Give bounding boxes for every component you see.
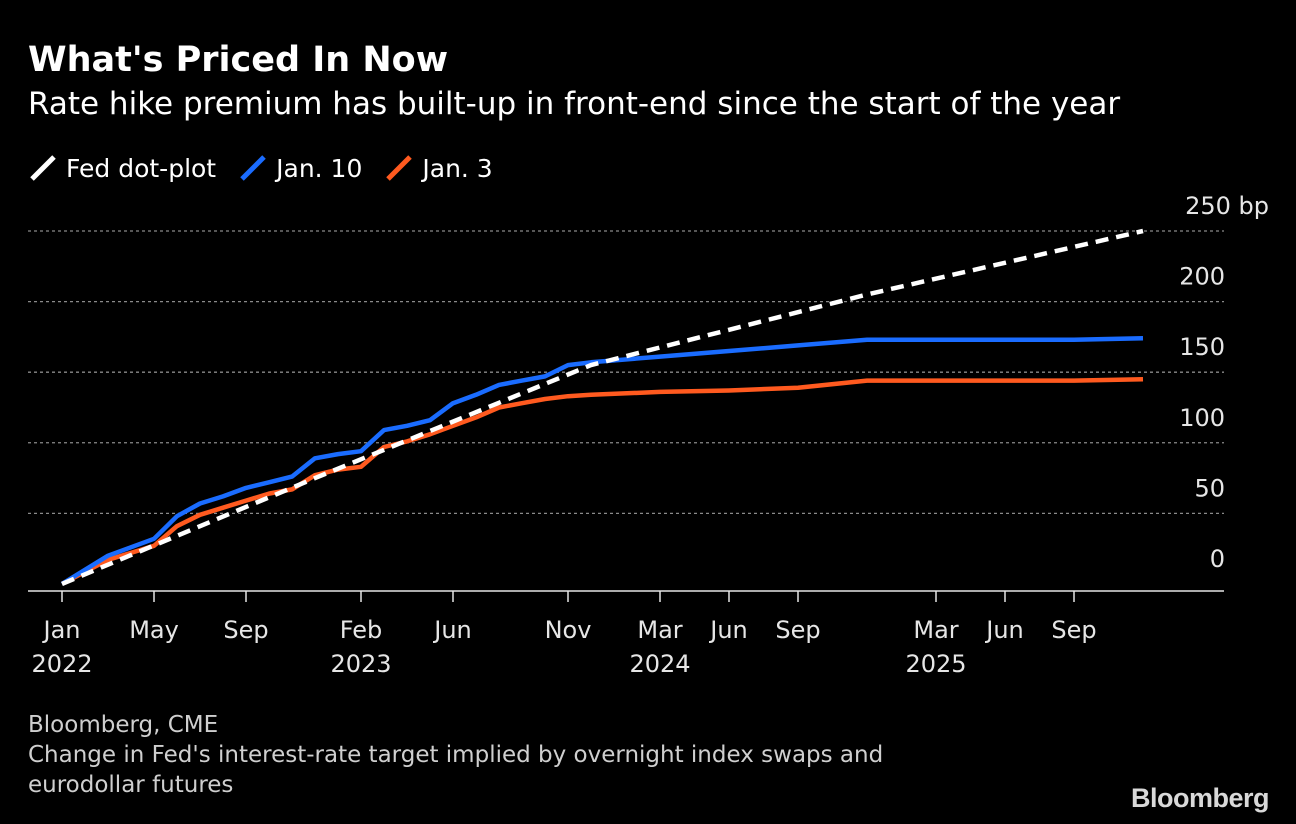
source-note: Bloomberg, CME bbox=[28, 712, 219, 738]
x-tick-label: Mar bbox=[637, 616, 682, 644]
x-tick-label: Mar bbox=[913, 616, 958, 644]
chart-footer: Bloomberg, CME Change in Fed's interest-… bbox=[28, 710, 968, 800]
legend-label-fed-dot-plot: Fed dot-plot bbox=[66, 153, 217, 183]
x-tick-label: May bbox=[129, 616, 179, 644]
y-tick-label: 50 bbox=[1194, 474, 1225, 502]
series-line-jan-3 bbox=[60, 376, 1144, 586]
legend-swatch-jan-3 bbox=[386, 155, 413, 181]
legend-swatch-jan-10 bbox=[240, 155, 266, 181]
x-tick-year-label: 2024 bbox=[629, 650, 690, 678]
legend-swatch-fed-dot-plot bbox=[30, 155, 56, 181]
legend-label-jan-3: Jan. 3 bbox=[422, 153, 493, 183]
legend-item-jan-10: Jan. 10 bbox=[238, 153, 362, 183]
series-line-fed-dot-plot bbox=[61, 228, 1144, 586]
y-tick-label: 250 bp bbox=[1185, 192, 1269, 220]
grid-lines bbox=[28, 230, 1224, 515]
chart-subtitle: Rate hike premium has built-up in front-… bbox=[28, 86, 1121, 122]
y-axis-tick-labels: 0 50 100 150 200 250 bp bbox=[1179, 192, 1269, 573]
legend-item-jan-3: Jan. 3 bbox=[384, 153, 493, 183]
chart-title: What's Priced In Now bbox=[28, 40, 449, 80]
x-tick-label: Jun bbox=[708, 616, 748, 644]
y-tick-label: 150 bbox=[1179, 333, 1225, 361]
x-tick-label: Jun bbox=[432, 616, 472, 644]
x-tick-label: Feb bbox=[340, 616, 383, 644]
x-tick-label: Sep bbox=[223, 616, 268, 644]
series-lines bbox=[60, 228, 1144, 586]
chart-legend: Fed dot-plot Jan. 10 Jan. 3 bbox=[28, 150, 515, 186]
y-tick-label: 100 bbox=[1179, 404, 1225, 432]
x-tick-label: Sep bbox=[775, 616, 820, 644]
description-note: Change in Fed's interest-rate target imp… bbox=[28, 742, 884, 798]
y-tick-label: 200 bbox=[1179, 263, 1225, 291]
x-tick-year-label: 2022 bbox=[31, 650, 92, 678]
x-tick-label: Nov bbox=[545, 616, 592, 644]
x-tick-label: Sep bbox=[1051, 616, 1096, 644]
series-line-jan-10 bbox=[60, 336, 1144, 586]
x-tick-year-label: 2023 bbox=[330, 650, 391, 678]
bloomberg-logo: Bloomberg bbox=[1130, 783, 1270, 813]
y-tick-label: 0 bbox=[1210, 545, 1225, 573]
x-tick-label: Jun bbox=[984, 616, 1024, 644]
x-axis: Jan 2022 May Sep Feb 2023 Jun Nov Mar 2024 Jun Sep M… bbox=[28, 590, 1224, 678]
x-tick-label: Jan bbox=[42, 616, 81, 644]
legend-label-jan-10: Jan. 10 bbox=[276, 153, 363, 183]
legend-item-fed-dot-plot: Fed dot-plot bbox=[28, 153, 216, 183]
x-tick-year-label: 2025 bbox=[905, 650, 966, 678]
